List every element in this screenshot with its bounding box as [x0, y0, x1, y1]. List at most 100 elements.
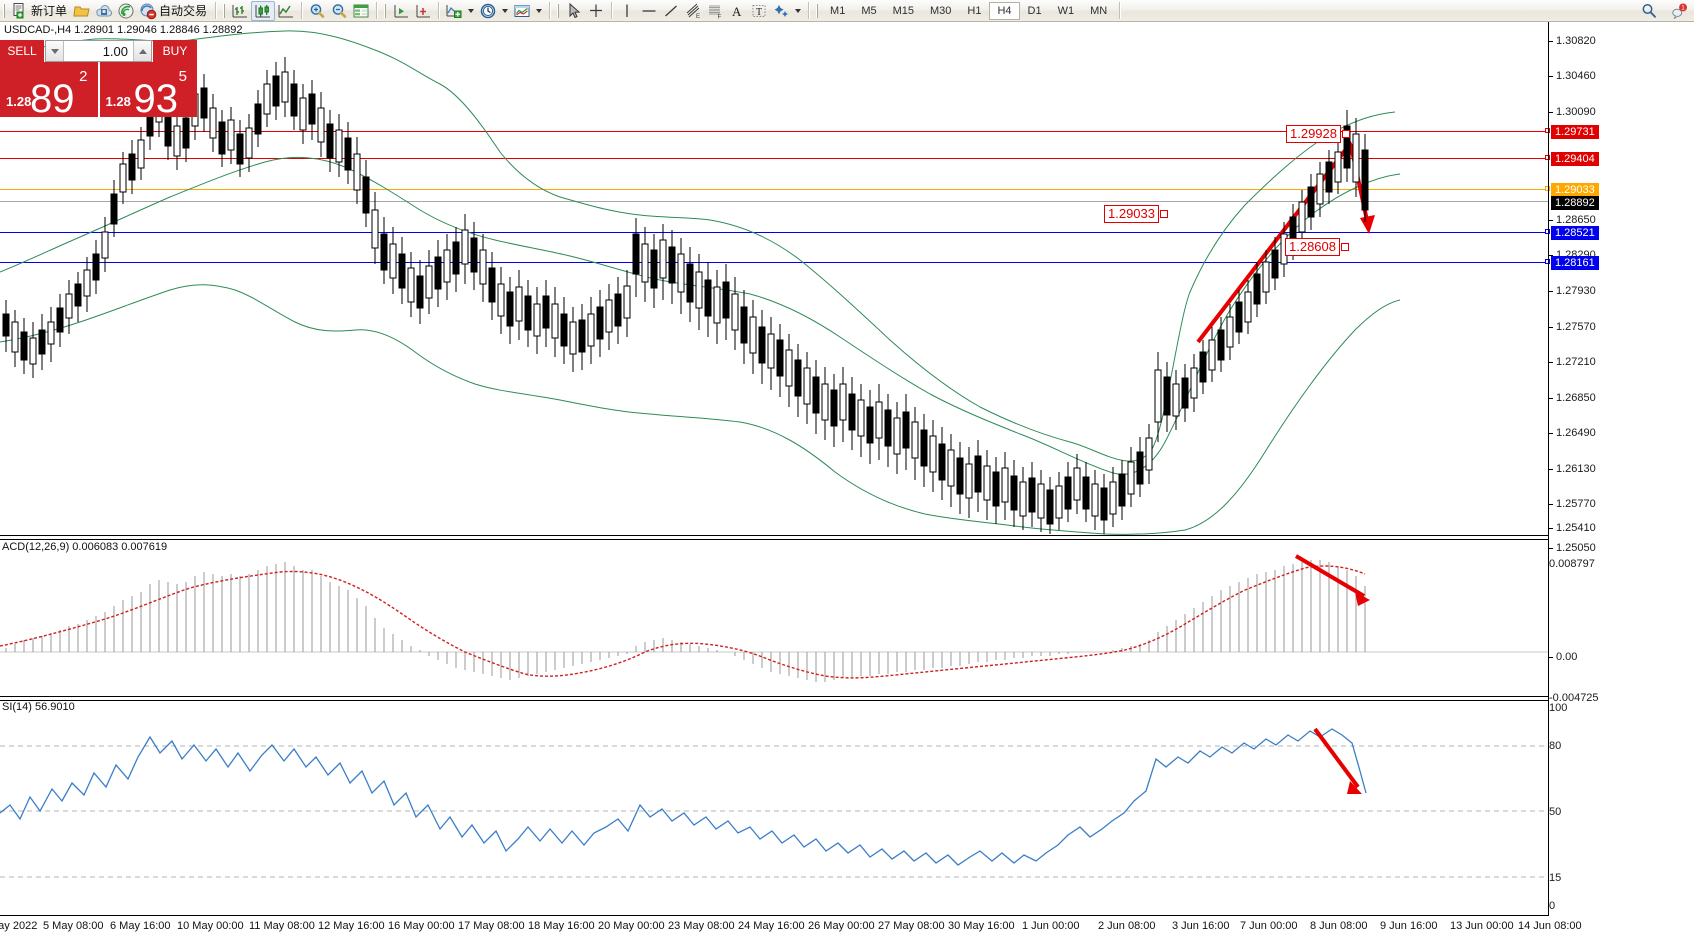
- timeframe-m1[interactable]: M1: [830, 4, 846, 17]
- folder-button[interactable]: [71, 1, 93, 21]
- volume-decrease-button[interactable]: [46, 41, 64, 61]
- crosshair-button[interactable]: [585, 1, 607, 21]
- timeframe-mn[interactable]: MN: [1090, 4, 1108, 17]
- new-order-button[interactable]: 新订单: [9, 1, 71, 21]
- data-window-button[interactable]: [350, 1, 372, 21]
- zoom-in-button[interactable]: [306, 1, 328, 21]
- period-button[interactable]: [477, 1, 499, 21]
- pivot-handle[interactable]: [1545, 186, 1550, 191]
- price-badge-resistance-2[interactable]: 1.29404: [1551, 152, 1599, 166]
- resistance-handle-2[interactable]: [1545, 155, 1550, 160]
- buy-price-display[interactable]: 1.28 93 5: [99, 62, 197, 119]
- sell-price-prefix: 1.28: [6, 94, 32, 109]
- fibonacci-button[interactable]: F: [704, 1, 726, 21]
- vertical-line-button[interactable]: [616, 1, 638, 21]
- shapes-button[interactable]: [770, 1, 792, 21]
- price-badge-pivot[interactable]: 1.29033: [1551, 183, 1599, 197]
- shift-end-button[interactable]: [390, 1, 412, 21]
- alerts-button[interactable]: 1: [1668, 1, 1690, 21]
- annotation-swing-high[interactable]: 1.29928: [1286, 125, 1350, 143]
- svg-text:F: F: [718, 14, 722, 20]
- toolbar-grip-3[interactable]: [382, 2, 389, 20]
- templates-button[interactable]: [511, 1, 533, 21]
- zoom-out-button[interactable]: [328, 1, 350, 21]
- trendline-button[interactable]: [660, 1, 682, 21]
- rsi-tick-100: 100: [1549, 702, 1568, 714]
- text-button[interactable]: A: [726, 1, 748, 21]
- horizontal-line-icon: [642, 9, 656, 12]
- volume-stepper[interactable]: 1.00: [45, 40, 152, 62]
- rsi-indicator-label: SI(14) 56.9010: [2, 701, 75, 713]
- price-badge-support-1[interactable]: 1.28521: [1551, 226, 1599, 240]
- toolbar-separator-6: [611, 2, 613, 19]
- last-price-line[interactable]: [0, 201, 1549, 202]
- rsi-tick-15: 15: [1549, 872, 1562, 884]
- price-badge-resistance-1[interactable]: 1.29731: [1551, 125, 1599, 139]
- buy-price-prefix: 1.28: [105, 94, 131, 109]
- chevron-down-icon: [50, 48, 59, 54]
- support-handle-1[interactable]: [1545, 229, 1550, 234]
- time-label-16: 2 Jun 08:00: [1098, 920, 1156, 932]
- volume-input[interactable]: 1.00: [102, 43, 128, 59]
- annotation-pivot[interactable]: 1.29033: [1104, 205, 1168, 223]
- time-axis[interactable]: May 2022 5 May 08:00 6 May 16:00 10 May …: [0, 920, 1582, 936]
- bollinger-lower-band: [0, 284, 1401, 535]
- timeframe-h4[interactable]: H4: [989, 1, 1020, 20]
- period-dropdown-caret[interactable]: [502, 8, 509, 13]
- price-axis-labels[interactable]: 1.30820 1.30460 1.30090 1.29731 1.29404 …: [1549, 22, 1694, 938]
- annotation-swing-low[interactable]: 1.28608: [1285, 238, 1349, 256]
- horizontal-line-button[interactable]: [638, 1, 660, 21]
- toolbar-grip-4[interactable]: [555, 2, 562, 20]
- rsi-down-arrow[interactable]: [1313, 727, 1362, 794]
- chart-area[interactable]: USDCAD-,H4 1.28901 1.29046 1.28846 1.288…: [0, 22, 1694, 938]
- toolbar-grip-2[interactable]: [221, 2, 228, 20]
- support-line-2[interactable]: [0, 262, 1549, 263]
- search-button[interactable]: [1638, 1, 1660, 21]
- candlestick-chart-button[interactable]: [251, 0, 276, 21]
- indicators-button[interactable]: [443, 1, 465, 21]
- toolbar-grip-5[interactable]: [814, 2, 821, 20]
- bar-chart-button[interactable]: [229, 1, 251, 21]
- timeframe-m5[interactable]: M5: [861, 4, 877, 17]
- indicators-dropdown-caret[interactable]: [468, 8, 475, 13]
- folder-icon: [73, 6, 90, 16]
- volume-increase-button[interactable]: [133, 41, 151, 61]
- save-button[interactable]: [93, 1, 115, 21]
- autotrading-button[interactable]: 自动交易: [137, 1, 211, 21]
- resistance-line-1[interactable]: [0, 131, 1549, 132]
- timeframe-m30[interactable]: M30: [930, 4, 952, 17]
- sell-price-display[interactable]: 1.28 89 2: [0, 62, 98, 119]
- autotrading-label: 自动交易: [159, 4, 208, 18]
- trendline-icon: [665, 5, 677, 16]
- resistance-handle-1[interactable]: [1545, 128, 1550, 133]
- auto-scroll-button[interactable]: [412, 1, 434, 21]
- buy-button[interactable]: BUY: [153, 40, 197, 62]
- line-chart-button[interactable]: [275, 1, 297, 21]
- toolbar-grip[interactable]: [1, 2, 8, 20]
- toolbar-separator-7: [808, 2, 810, 19]
- cursor-button[interactable]: [563, 1, 585, 21]
- resistance-line-2[interactable]: [0, 158, 1549, 159]
- support-handle-2[interactable]: [1545, 259, 1550, 264]
- sell-button[interactable]: SELL: [0, 40, 44, 62]
- clock-icon: [480, 3, 496, 18]
- macd-down-arrow[interactable]: [1294, 554, 1370, 606]
- equidistant-channel-button[interactable]: E: [682, 1, 704, 21]
- timeframe-m15[interactable]: M15: [892, 4, 914, 17]
- price-badge-last[interactable]: 1.28892: [1551, 196, 1599, 210]
- shapes-dropdown-caret[interactable]: [795, 8, 802, 13]
- one-click-trading-panel[interactable]: SELL 1.00 BUY 1.28 89 2: [0, 40, 197, 119]
- price-badge-support-2[interactable]: 1.28161: [1551, 256, 1599, 270]
- timeframe-w1[interactable]: W1: [1057, 4, 1075, 17]
- bollinger-middle-band: [0, 156, 1401, 475]
- timeframe-h1[interactable]: H1: [967, 4, 982, 17]
- time-label-10: 23 May 08:00: [668, 920, 735, 932]
- text-label-button[interactable]: T: [748, 1, 770, 21]
- timeframe-d1[interactable]: D1: [1027, 4, 1042, 17]
- price-tick-3: 1.30090: [1549, 106, 1596, 118]
- support-line-1[interactable]: [0, 232, 1549, 233]
- broadcast-button[interactable]: [115, 1, 137, 21]
- templates-dropdown-caret[interactable]: [536, 8, 543, 13]
- pane-divider-3: [0, 915, 1549, 916]
- pivot-line[interactable]: [0, 189, 1549, 190]
